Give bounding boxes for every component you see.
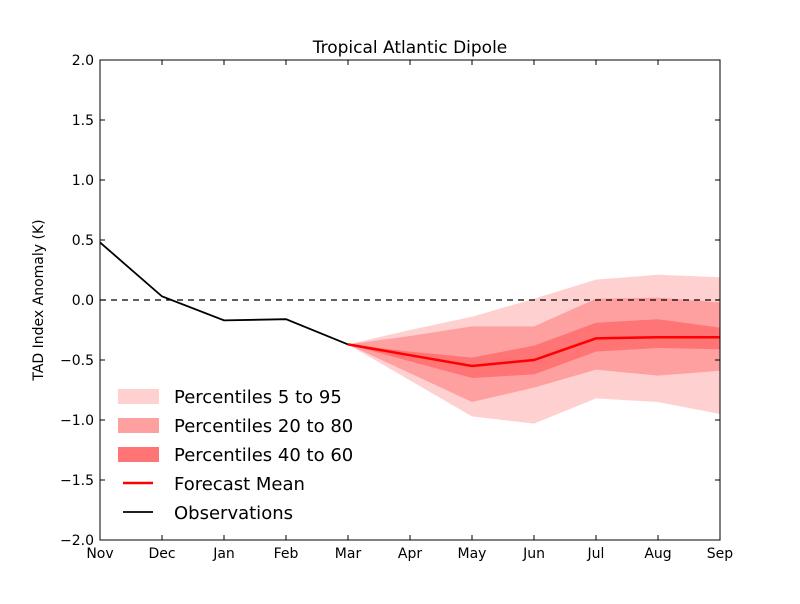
x-tick-label: Feb [274, 546, 299, 562]
y-tick-label: 2.0 [72, 53, 94, 69]
x-tick-label: Jan [212, 546, 235, 562]
x-tick-label: May [458, 546, 487, 562]
y-axis-ticks: 2.0 1.5 1.0 0.5 0.0 −0.5 −1.0 −1.5 −2.0 [60, 53, 720, 549]
legend: Percentiles 5 to 95 Percentiles 20 to 80 P… [118, 387, 353, 524]
legend-item: Forecast Mean [123, 474, 305, 495]
y-tick-label: 0.5 [72, 233, 94, 249]
x-tick-label: Apr [398, 546, 422, 562]
y-tick-label: 1.5 [72, 113, 94, 129]
y-tick-label: −2.0 [60, 533, 94, 549]
y-tick-label: −0.5 [60, 353, 94, 369]
legend-swatch [118, 447, 159, 462]
x-axis-ticks: Nov Dec Jan Feb Mar Apr May Jun Jul Aug Sep [86, 60, 733, 562]
legend-label: Forecast Mean [174, 474, 305, 495]
legend-swatch [118, 389, 159, 404]
legend-label: Percentiles 20 to 80 [174, 416, 353, 437]
legend-item: Observations [123, 503, 293, 524]
y-tick-label: 1.0 [72, 173, 94, 189]
y-tick-label: −1.5 [60, 473, 94, 489]
x-tick-label: Sep [707, 546, 734, 562]
legend-item: Percentiles 40 to 60 [118, 445, 353, 466]
x-tick-label: Jun [522, 546, 545, 562]
x-tick-label: Mar [335, 546, 362, 562]
legend-label: Percentiles 5 to 95 [174, 387, 342, 408]
x-tick-label: Nov [86, 546, 113, 562]
percentile-bands [348, 274, 720, 424]
y-tick-label: 0.0 [72, 293, 94, 309]
observations-line [99, 241, 349, 346]
legend-label: Observations [174, 503, 293, 524]
x-tick-label: Aug [644, 546, 671, 562]
x-tick-label: Jul [587, 546, 605, 562]
legend-label: Percentiles 40 to 60 [174, 445, 353, 466]
y-tick-label: −1.0 [60, 413, 94, 429]
legend-item: Percentiles 20 to 80 [118, 416, 353, 437]
legend-item: Percentiles 5 to 95 [118, 387, 342, 408]
chart-title: Tropical Atlantic Dipole [312, 38, 508, 58]
y-axis-label: TAD Index Anomaly (K) [31, 219, 47, 381]
forecast-mean-line [347, 335, 720, 368]
legend-swatch [118, 418, 159, 433]
x-tick-label: Dec [148, 546, 175, 562]
band-40-60 [348, 319, 720, 378]
series-lines [99, 241, 720, 368]
